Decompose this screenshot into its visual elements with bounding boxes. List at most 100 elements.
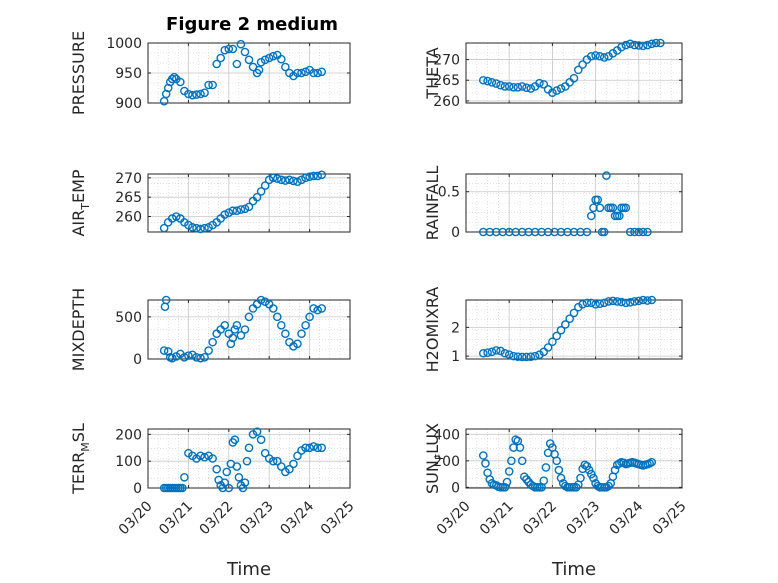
data-point [289, 459, 298, 469]
subplot-7: 03/20 03/21 03/22 03/23 03/24 03/25 0 100 200 TER… [69, 423, 358, 580]
data-point [159, 346, 169, 355]
data-point [550, 227, 559, 237]
data-point [524, 227, 533, 237]
x-tick-label: 03/20 [116, 498, 156, 538]
data-point [513, 352, 523, 361]
data-point [604, 297, 613, 306]
data-point [656, 38, 665, 48]
data-point [313, 305, 322, 315]
data-point [500, 483, 510, 492]
data-point [224, 483, 234, 493]
data-point [277, 175, 286, 185]
data-point [556, 84, 566, 93]
data-point [254, 65, 264, 75]
data-point [281, 329, 290, 339]
data-point [517, 456, 527, 466]
y-tick-label: 0 [133, 481, 142, 497]
data-point [556, 325, 566, 335]
data-point [272, 312, 282, 322]
y-tick-label: 260 [433, 94, 460, 110]
data-point [277, 462, 286, 471]
data-point [169, 72, 179, 82]
data-point [220, 478, 230, 487]
data-point [289, 176, 298, 186]
data-point [309, 304, 318, 313]
data-point [586, 211, 596, 221]
data-point [192, 353, 201, 362]
data-point [234, 472, 244, 482]
data-point [578, 300, 587, 309]
data-point [264, 175, 274, 185]
data-point [509, 82, 518, 92]
data-point [228, 206, 238, 216]
data-point [163, 347, 173, 356]
data-point [297, 68, 306, 78]
data-point [178, 483, 187, 493]
data-point [502, 477, 512, 487]
data-point [552, 456, 562, 466]
data-point [522, 83, 531, 92]
data-point [630, 227, 639, 237]
data-point [301, 443, 310, 453]
data-point [591, 51, 600, 60]
data-point [602, 171, 611, 180]
y-axis-label: RAINFALL [423, 166, 442, 241]
axes-box [465, 428, 683, 489]
data-point [569, 73, 579, 83]
data-point [180, 472, 189, 482]
data-point [595, 203, 605, 213]
data-point [504, 82, 514, 91]
data-point [554, 465, 564, 475]
data-point [268, 51, 278, 61]
data-point [630, 297, 639, 306]
x-axis-label: Time [551, 559, 596, 580]
y-tick-label: 400 [433, 427, 460, 443]
data-point [582, 298, 592, 308]
data-point [576, 473, 585, 483]
y-tick-label: 265 [433, 73, 460, 89]
y-axis-label: THETA [423, 47, 442, 99]
data-point [200, 353, 209, 362]
axes-box [465, 42, 683, 104]
data-point [188, 90, 197, 100]
data-point [643, 296, 652, 305]
data-point [478, 348, 488, 358]
data-point [309, 171, 318, 181]
data-point [621, 298, 631, 308]
data-point [313, 68, 322, 78]
data-point [634, 41, 644, 50]
data-point [504, 350, 514, 359]
data-point [305, 312, 314, 322]
data-point [509, 443, 518, 452]
data-point [200, 88, 209, 98]
data-point [491, 227, 501, 237]
y-tick-label: 0.5 [438, 185, 460, 201]
data-point [647, 457, 657, 467]
figure-title: Figure 2 medium [166, 14, 338, 35]
data-point [232, 206, 242, 216]
data-point [500, 348, 510, 358]
data-point [277, 320, 286, 330]
data-point [184, 351, 193, 360]
axes-box [147, 173, 351, 233]
data-point [238, 483, 248, 493]
data-point [277, 54, 286, 64]
data-point [595, 299, 605, 309]
series-markers [478, 295, 657, 362]
data-point [517, 227, 527, 237]
x-tick-label: 03/21 [156, 498, 196, 538]
data-point [586, 51, 596, 61]
data-point [504, 467, 514, 476]
data-point [230, 435, 240, 445]
data-point [159, 223, 169, 233]
data-point [268, 456, 278, 466]
series-markers [159, 39, 327, 106]
x-tick-label: 03/22 [197, 498, 237, 538]
data-point [297, 175, 306, 185]
data-point [196, 353, 205, 363]
data-point [236, 39, 246, 49]
data-point [608, 296, 618, 306]
data-point [617, 42, 626, 52]
data-point [599, 53, 609, 62]
